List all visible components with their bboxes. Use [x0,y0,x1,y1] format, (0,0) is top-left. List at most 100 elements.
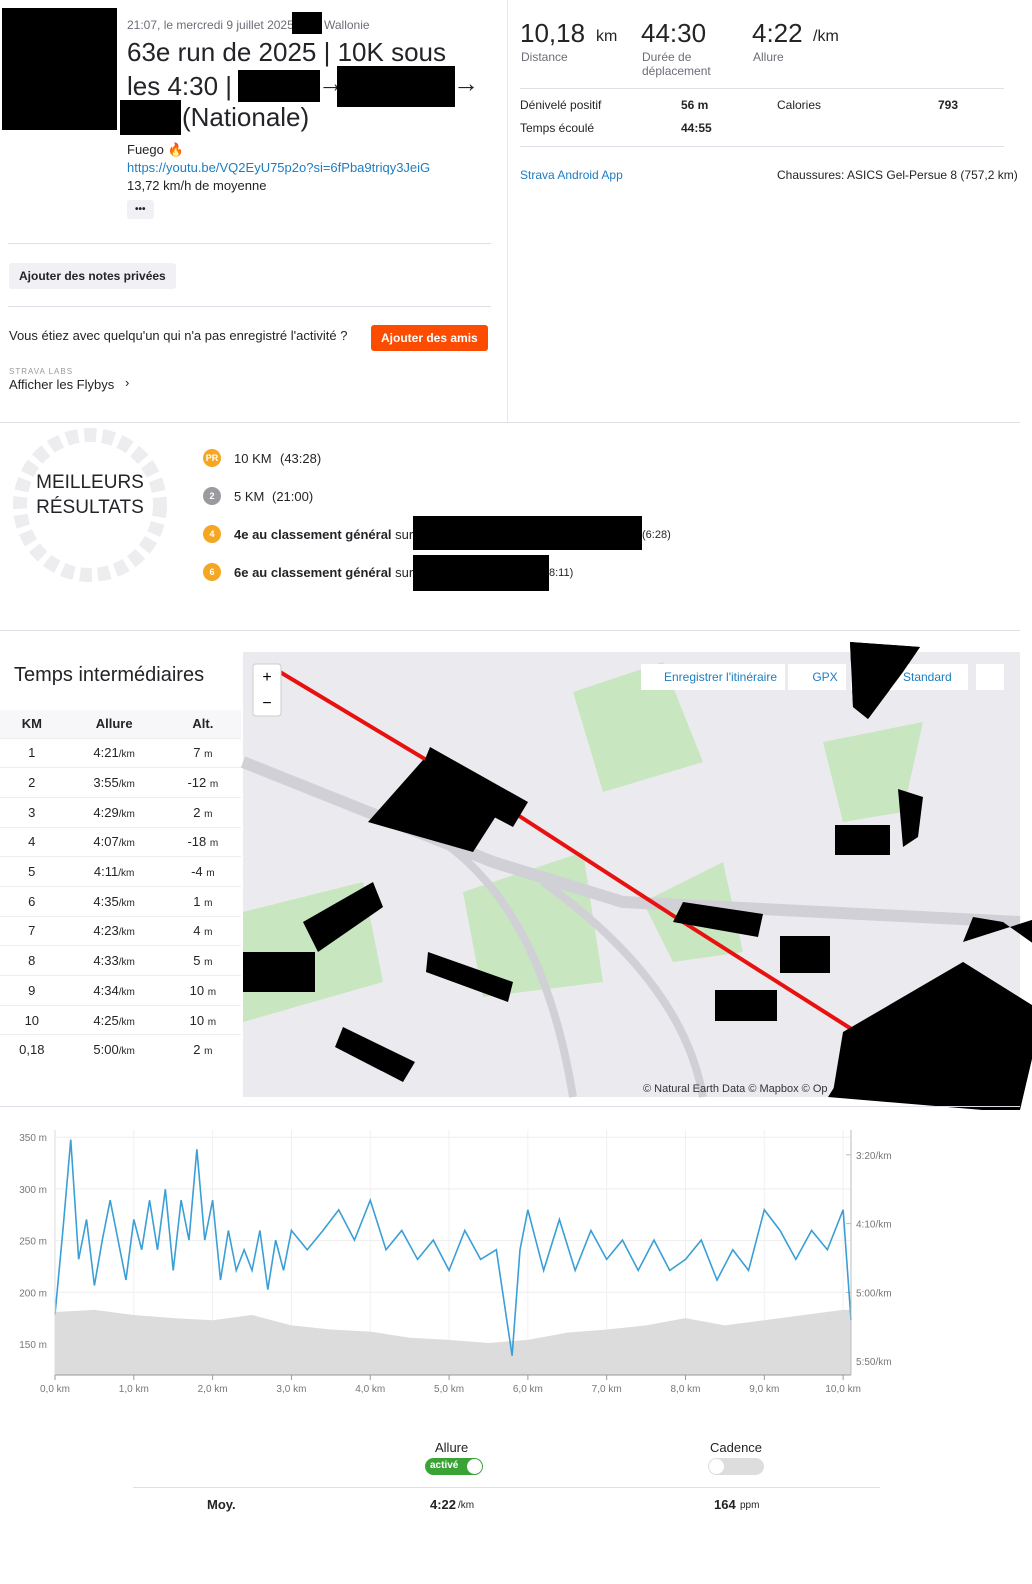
friends-button[interactable]: Ajouter des amis [371,325,488,351]
title-arrow: → [453,68,479,98]
pace-line [54,1139,852,1356]
y2-tick-label: 3:20/km [856,1151,892,1162]
split-alt: 10 m [165,976,241,1006]
pace: 4:11 [93,864,119,880]
pace-unit: /km [118,808,135,820]
split-pace: 4:29/km [64,797,165,827]
split-km: 3 [28,804,36,820]
more-button[interactable]: ••• [127,200,154,219]
pace-unit: /km [118,868,135,880]
alt: 5 [193,953,201,969]
toggle-knob [709,1459,724,1474]
alt: -12 [187,775,207,791]
achievement-name: 6e au classement général [234,565,392,580]
split-row: 8 4:33/km 5 m [0,945,241,976]
split-pace: 4:35/km [64,886,165,916]
pace: 4:29 [93,804,119,820]
avg-label: Moy. [207,1497,236,1512]
split-pace: 4:07/km [64,827,165,857]
achievement-name: 10 KM [234,451,272,466]
avg-cadence-unit: ppm [740,1500,760,1511]
elevation-label: Dénivelé positif [520,98,602,112]
elevation-value: 56 m [681,98,709,112]
map[interactable]: + − Enregistrer l'itinéraire GPX Standar… [240,642,1032,1110]
split-km: 4 [28,834,36,850]
x-tick-label: 5,0 km [434,1384,464,1395]
device-link[interactable]: Strava Android App [520,168,623,182]
x-tick-label: 2,0 km [198,1384,228,1395]
split-pace: 3:55/km [64,768,165,798]
split-pace: 4:21/km [64,738,165,768]
avg-pace: 4:22 [430,1497,457,1512]
pace-unit: /km [118,957,135,969]
alt-unit: m [207,986,217,998]
distance-value: 10,18 [520,18,586,48]
redaction [2,8,117,130]
alt: 2 [193,1042,201,1058]
divider [520,146,1004,147]
split-alt: -12 m [165,768,241,798]
redaction [238,70,320,102]
alt-unit: m [204,1046,213,1058]
pace-value: 4:22 [752,18,803,48]
split-pace: 4:23/km [64,916,165,946]
elevation-area [55,1309,851,1375]
achievements-title: RÉSULTATS [36,497,144,518]
pace: 4:07 [93,834,119,850]
alt-unit: m [204,927,213,939]
alt-unit: m [204,808,213,820]
split-row: 1 4:21/km 7 m [0,738,241,768]
x-tick-label: 7,0 km [592,1384,622,1395]
alt-unit: m [204,749,213,761]
calories-value: 793 [938,98,959,112]
map-style[interactable]: Standard [903,670,952,684]
divider [133,1487,880,1488]
split-row: 3 4:29/km 2 m [0,797,241,827]
split-row: 5 4:11/km -4 m [0,856,241,887]
split-row: 4 4:07/km -18 m [0,827,241,857]
split-km: 5 [28,864,36,880]
pace-unit: /km [118,749,135,761]
save-route[interactable]: Enregistrer l'itinéraire [664,670,777,684]
y-tick-label: 150 m [19,1340,47,1351]
splits-title: Temps intermédiaires [14,664,205,686]
notes-button[interactable]: Ajouter des notes privées [9,263,176,289]
zoom-in[interactable]: + [262,669,271,686]
y-tick-label: 250 m [19,1237,47,1248]
split-pace: 4:11/km [64,857,165,887]
split-km: 9 [28,982,36,998]
achievement: 5 KM [234,489,264,504]
link[interactable]: https://youtu.be/VQ2EyU75p2o?si=6fPba9tr… [127,160,431,175]
split-km: 2 [28,775,36,791]
redaction [413,555,549,591]
moving-time-label: Durée de déplacement [642,50,711,78]
pace-unit: /km [118,927,135,939]
redaction [292,12,322,34]
zoom-out[interactable]: − [262,695,271,712]
alt: 10 [189,982,205,998]
badge-icon: 6 [203,563,221,581]
split-pace: 4:33/km [64,946,165,976]
cadence-toggle-label: Cadence [710,1440,763,1455]
split-row: 10 4:25/km 10 m [0,1005,241,1035]
pace-unit: /km [118,986,135,998]
divider [507,0,508,422]
alt: 10 [189,1012,205,1028]
divider [520,88,1004,89]
alt: -4 [191,864,203,880]
distance-label: Distance [521,50,568,64]
alt: 7 [193,745,201,761]
y2-tick-label: 4:10/km [856,1220,892,1231]
split-row: 6 4:35/km 1 m [0,886,241,916]
pace: 4:34 [93,982,119,998]
achievement-time: (43:28) [280,451,322,466]
alt-unit: m [204,957,213,969]
flybys-link[interactable]: Afficher les Flybys [9,377,115,392]
alt-unit: m [207,1016,217,1028]
divider [0,630,1020,631]
alt: 4 [193,923,201,939]
alt-unit: m [204,897,213,909]
gpx-button[interactable]: GPX [812,670,837,684]
avg-pace-unit: /km [458,1500,475,1511]
pace-unit: /km [118,1016,135,1028]
